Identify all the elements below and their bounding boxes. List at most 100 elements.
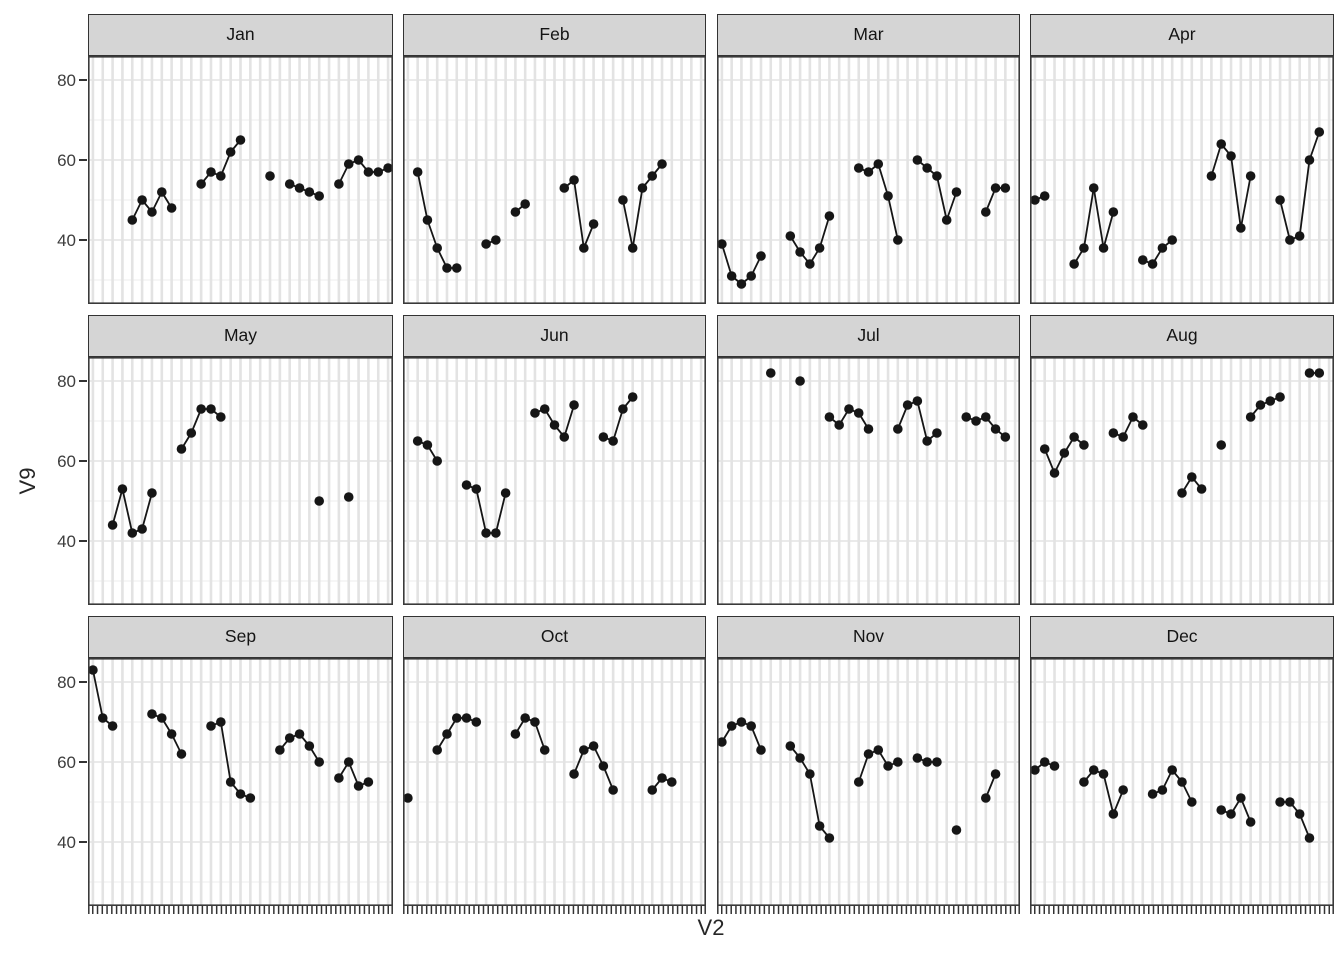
data-point <box>1098 243 1109 253</box>
data-point <box>216 412 226 422</box>
facet-strip-jun: Jun <box>403 315 706 357</box>
data-point <box>1255 400 1266 410</box>
data-point <box>873 745 884 755</box>
data-series <box>1039 368 1325 498</box>
gridlines-major <box>717 79 1020 241</box>
facet-panel-sep <box>88 658 393 906</box>
data-series <box>1030 127 1325 269</box>
data-point <box>608 785 618 795</box>
data-point <box>1285 235 1295 245</box>
data-point <box>1030 195 1040 205</box>
y-tick-label: 40 <box>57 531 76 551</box>
facet-strip-label: Jan <box>226 24 255 45</box>
data-point <box>1069 432 1079 442</box>
y-tick-label: 80 <box>57 371 76 391</box>
gridlines-vertical <box>406 357 703 605</box>
data-point <box>765 368 776 378</box>
facet-strip-label: Dec <box>1166 626 1198 647</box>
data-point <box>1079 243 1089 253</box>
data-point <box>1128 412 1138 422</box>
data-point <box>618 404 628 414</box>
data-point <box>1030 765 1040 775</box>
data-point <box>805 769 815 779</box>
data-point <box>422 440 433 450</box>
data-point <box>824 211 835 221</box>
y-tick-label: 60 <box>57 451 76 471</box>
data-point <box>422 215 433 225</box>
facet-panel-oct <box>403 658 706 906</box>
data-point <box>353 155 364 165</box>
y-tick-label: 60 <box>57 150 76 170</box>
data-point <box>746 271 757 281</box>
data-point <box>530 717 540 727</box>
data-point <box>481 528 491 538</box>
data-point <box>245 793 256 803</box>
data-point <box>206 721 216 731</box>
data-point <box>1265 396 1276 406</box>
data-point <box>657 159 667 169</box>
gridlines-vertical <box>1033 56 1331 304</box>
facet-strip-nov: Nov <box>717 616 1020 658</box>
data-point <box>510 729 521 739</box>
data-point <box>284 733 295 743</box>
data-point <box>579 745 589 755</box>
y-tick-label: 80 <box>57 70 76 90</box>
data-point <box>471 484 482 494</box>
data-point <box>785 231 796 241</box>
facet-strip-label: Mar <box>853 24 884 45</box>
data-point <box>176 749 187 759</box>
x-tick-marks <box>717 906 1020 914</box>
data-point <box>156 187 167 197</box>
data-point <box>853 408 864 418</box>
data-point <box>117 484 128 494</box>
data-point <box>1187 472 1197 482</box>
data-point <box>412 436 423 446</box>
data-point <box>97 713 108 723</box>
y-tick-label: 40 <box>57 832 76 852</box>
data-point <box>627 243 638 253</box>
data-point <box>314 757 325 767</box>
data-point <box>156 713 167 723</box>
y-tick-mark <box>79 539 87 543</box>
data-series <box>403 713 677 803</box>
gridlines-major <box>717 681 1020 843</box>
data-point <box>500 488 511 498</box>
gridlines-vertical <box>406 658 703 906</box>
data-point <box>1039 757 1050 767</box>
data-point <box>795 247 805 257</box>
gridlines-vertical <box>91 357 390 605</box>
data-point <box>598 761 609 771</box>
data-point <box>785 741 796 751</box>
data-point <box>805 259 815 269</box>
data-point <box>275 745 285 755</box>
gridlines-vertical <box>720 357 1017 605</box>
facet-panel-apr <box>1030 56 1334 304</box>
data-point <box>932 428 942 438</box>
data-point <box>1167 765 1177 775</box>
data-point <box>1059 448 1070 458</box>
data-point <box>814 821 825 831</box>
data-point <box>922 757 932 767</box>
data-point <box>1216 805 1227 815</box>
gridlines-vertical <box>406 56 703 304</box>
data-point <box>530 408 540 418</box>
facet-strip-label: Feb <box>539 24 570 45</box>
facet-panel-aug <box>1030 357 1334 605</box>
data-point <box>235 789 246 799</box>
data-point <box>1216 139 1227 149</box>
data-point <box>726 271 737 281</box>
facet-strip-dec: Dec <box>1030 616 1334 658</box>
facet-strip-oct: Oct <box>403 616 706 658</box>
data-point <box>432 745 443 755</box>
data-point <box>883 761 893 771</box>
facet-panel-jun <box>403 357 706 605</box>
facet-strip-jul: Jul <box>717 315 1020 357</box>
data-point <box>559 183 570 193</box>
data-point <box>510 207 521 217</box>
facet-panel-may <box>88 357 393 605</box>
data-series <box>765 368 1011 446</box>
x-tick-marks <box>1030 906 1334 914</box>
data-point <box>618 195 628 205</box>
data-point <box>442 263 452 273</box>
data-point <box>1039 191 1050 201</box>
